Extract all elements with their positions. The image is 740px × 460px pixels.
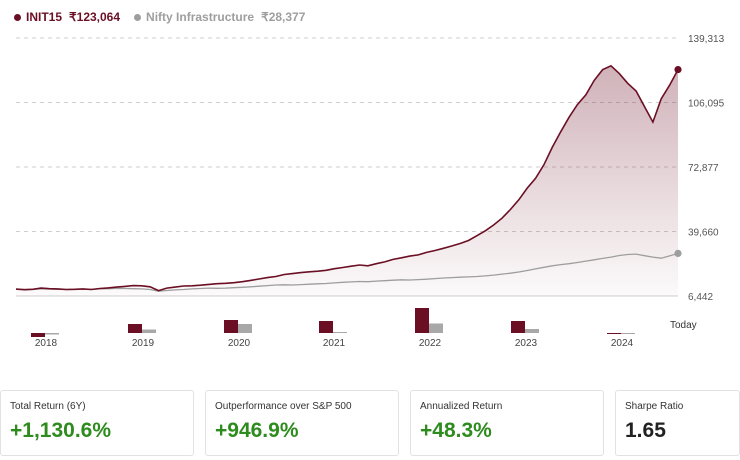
y-tick-label: 39,660 — [688, 228, 719, 239]
annual-return-bars — [31, 308, 635, 337]
bar-nifty-2020[interactable] — [238, 324, 252, 333]
bar-nifty-2022[interactable] — [429, 323, 443, 334]
bar-init15-2023[interactable] — [511, 321, 525, 333]
stats-cards: Total Return (6Y) +1,130.6% Outperforman… — [0, 390, 740, 456]
legend-dot-init15 — [14, 13, 21, 21]
stat-card-sharpe-ratio: Sharpe Ratio 1.65 — [615, 390, 740, 456]
x-tick-label: 2023 — [515, 338, 538, 346]
init15-line — [15, 64, 679, 292]
legend-value-nifty: ₹28,377 — [261, 10, 306, 24]
stat-card-outperformance: Outperformance over S&P 500 +946.9% — [205, 390, 399, 456]
x-tick-label: 2018 — [35, 338, 58, 346]
stat-value: +1,130.6% — [10, 419, 112, 442]
today-label: Today — [670, 320, 697, 331]
bar-nifty-2024[interactable] — [621, 333, 635, 334]
y-tick-label: 106,095 — [688, 99, 725, 110]
legend-item-init15[interactable]: INIT15 ₹123,064 — [14, 10, 120, 24]
bar-init15-2022[interactable] — [415, 308, 429, 333]
stat-label: Outperformance over S&P 500 — [215, 401, 352, 412]
legend-item-nifty[interactable]: Nifty Infrastructure ₹28,377 — [134, 10, 305, 24]
stat-label: Total Return (6Y) — [10, 401, 86, 412]
nifty-infrastructure-end-point[interactable] — [674, 249, 682, 258]
bar-init15-2020[interactable] — [224, 320, 238, 333]
y-tick-label: 139,313 — [688, 34, 725, 45]
axis-labels: 139,313 106,095 72,877 39,660 6,442 2018 2019 2… — [35, 34, 725, 346]
x-tick-label: 2020 — [228, 338, 251, 346]
legend-value-init15: ₹123,064 — [69, 10, 121, 24]
nifty-infrastructure-line — [15, 252, 679, 292]
legend-dot-nifty — [134, 13, 142, 21]
bar-nifty-2018[interactable] — [45, 333, 59, 335]
x-tick-label: 2024 — [611, 338, 634, 346]
y-tick-label: 6,442 — [688, 292, 713, 303]
chart-legend: INIT15 ₹123,064 Nifty Infrastructure ₹28… — [14, 10, 305, 24]
stat-label: Annualized Return — [420, 401, 503, 412]
bar-init15-2024[interactable] — [607, 333, 621, 334]
bar-nifty-2021[interactable] — [333, 332, 347, 333]
bar-init15-2021[interactable] — [319, 321, 333, 333]
stat-value: +48.3% — [420, 419, 492, 442]
init15-end-point[interactable] — [674, 65, 682, 74]
stat-card-total-return: Total Return (6Y) +1,130.6% — [0, 390, 194, 456]
legend-name-init15: INIT15 — [26, 10, 63, 24]
x-tick-label: 2022 — [419, 338, 442, 346]
bar-nifty-2023[interactable] — [525, 329, 539, 333]
stat-value: +946.9% — [215, 419, 299, 442]
y-tick-label: 72,877 — [688, 163, 719, 174]
bar-nifty-2019[interactable] — [142, 329, 156, 334]
init15-area — [16, 65, 678, 296]
bar-init15-2019[interactable] — [128, 324, 142, 333]
x-tick-label: 2019 — [132, 338, 155, 346]
stat-value: 1.65 — [625, 419, 666, 442]
performance-chart: 139,313 106,095 72,877 39,660 6,442 2018 2019 2… — [15, 34, 725, 346]
area-fill — [16, 65, 678, 296]
legend-name-nifty: Nifty Infrastructure — [146, 10, 255, 24]
stat-label: Sharpe Ratio — [625, 401, 684, 412]
series-lines — [15, 64, 682, 292]
x-tick-label: 2021 — [323, 338, 346, 346]
stat-card-annualized-return: Annualized Return +48.3% — [410, 390, 604, 456]
bar-init15-2018[interactable] — [31, 333, 45, 337]
